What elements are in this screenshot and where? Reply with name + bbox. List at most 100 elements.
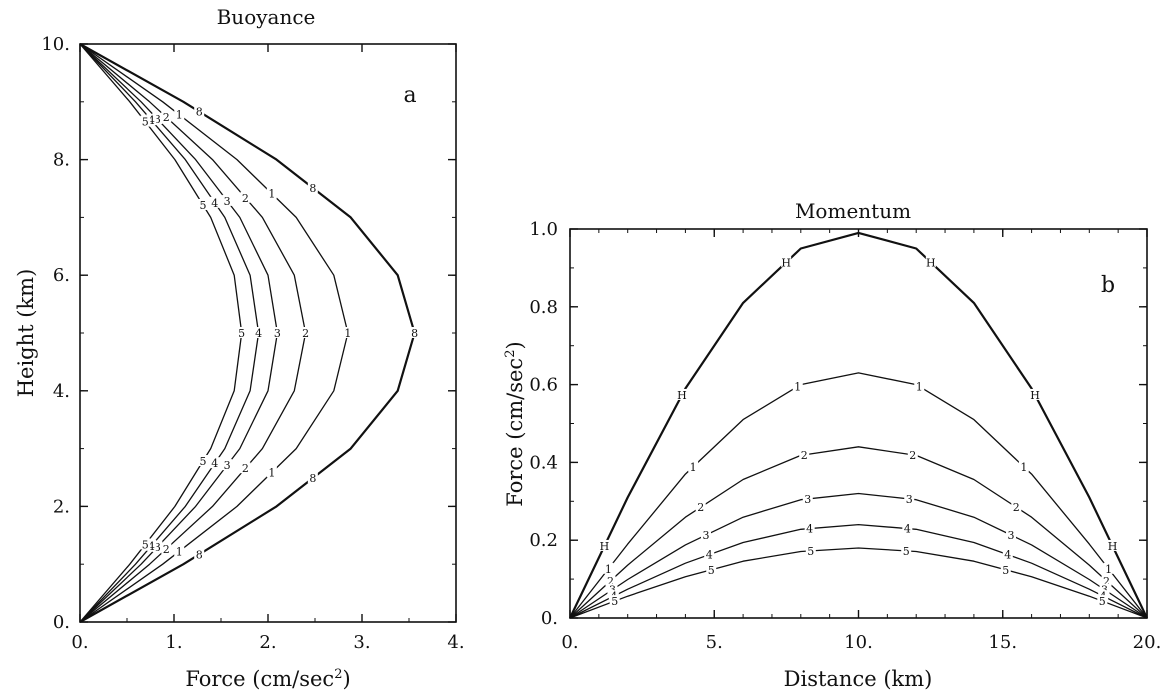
chart-a-series-label: 1 — [176, 545, 183, 558]
chart-a-series-label: 4 — [148, 540, 155, 553]
chart-b-ylabel: Force (cm/sec2) — [503, 341, 527, 506]
chart-b-xtick-label: 5. — [706, 632, 723, 653]
chart-a-series-2 — [79, 43, 307, 623]
chart-b-series-label: 3 — [702, 529, 709, 542]
chart-b-label-bg — [901, 544, 912, 556]
chart-a-series-label: 1 — [344, 327, 351, 340]
chart-a-series-label: 4 — [148, 114, 155, 127]
chart-a-series-label: 2 — [163, 111, 170, 124]
chart-b-label-bg — [799, 448, 810, 460]
chart-b-series-5 — [569, 547, 1148, 619]
chart-b-label-bg — [804, 522, 815, 534]
chart-a-label-bg — [409, 327, 420, 338]
chart-a-series-label: 2 — [242, 462, 249, 475]
chart-b-label-bg — [676, 388, 687, 400]
chart-a-label-bg — [222, 194, 233, 206]
chart-b-ytick-label: 0.4 — [529, 452, 558, 473]
chart-b-series-label: 3 — [1008, 529, 1015, 542]
chart-b-curve-labels: HHHHHH111111222222333333444444555555 — [599, 256, 1118, 608]
buoyance-chart: Buoyance a 0. 1. 2. 3. 4. 0. 2. 4. 6. 8. 10. 8 8 8 8 8… — [14, 5, 465, 691]
chart-a-ytick-label: 10. — [41, 34, 70, 55]
chart-b-label-bg — [792, 380, 803, 392]
chart-a-panel-label: a — [403, 83, 416, 108]
chart-b-series-label: 5 — [807, 545, 814, 558]
chart-a-series-label: 3 — [154, 541, 161, 554]
chart-a-label-bg — [209, 457, 220, 469]
chart-b-series-label: 1 — [1105, 563, 1112, 576]
chart-b-label-bg — [805, 544, 816, 556]
chart-a-title: Buoyance — [217, 5, 316, 29]
chart-a-series-label: 5 — [199, 455, 206, 468]
chart-b-xtick-label: 0. — [561, 632, 578, 653]
chart-b-xtick-label: 15. — [988, 632, 1017, 653]
chart-a-label-bg — [140, 115, 151, 127]
chart-b-label-bg — [704, 548, 715, 560]
chart-b-series-label: 1 — [916, 380, 923, 393]
chart-b-series-label: 1 — [794, 380, 801, 393]
chart-b-label-bg — [1006, 529, 1017, 541]
chart-a-series-label: 3 — [154, 113, 161, 126]
chart-a-label-bg — [146, 114, 157, 126]
chart-a-series-label: 5 — [142, 538, 149, 551]
chart-b-series-label: 2 — [1013, 501, 1020, 514]
chart-b-label-bg — [902, 522, 913, 534]
chart-a-xtick-label: 3. — [353, 632, 370, 653]
chart-b-ytick-label: 0.6 — [529, 375, 558, 396]
chart-b-label-bg — [1002, 548, 1013, 560]
chart-b-ticks: 0. 5. 10. 15. 20. 0. 0.2 0.4 0.6 0.8 1.0 — [529, 219, 1161, 653]
chart-a-ticks: 0. 1. 2. 3. 4. 0. 2. 4. 6. 8. 10. — [41, 34, 464, 653]
chart-b-series-4 — [569, 523, 1148, 619]
chart-a-series-label: 1 — [176, 109, 183, 122]
chart-a-ylabel: Height (km) — [14, 269, 38, 398]
chart-a-label-bg — [209, 196, 220, 208]
chart-a-label-bg — [266, 466, 277, 478]
chart-b-title: Momentum — [795, 199, 911, 223]
chart-b-label-bg — [603, 562, 614, 574]
chart-a-series-label: 5 — [142, 116, 149, 129]
chart-a-xtick-label: 0. — [71, 632, 88, 653]
chart-b-series-3 — [569, 492, 1148, 619]
chart-a-label-bg — [174, 545, 185, 557]
chart-a-series-label: 4 — [211, 197, 218, 210]
chart-a-series-label: 8 — [196, 548, 203, 561]
chart-a-series-label: 8 — [309, 472, 316, 485]
chart-b-label-bg — [700, 529, 711, 541]
chart-a-curves — [79, 43, 416, 623]
chart-a-label-bg — [194, 548, 205, 560]
chart-a-label-bg — [161, 542, 172, 554]
chart-b-series-label: 5 — [1099, 595, 1106, 608]
chart-b-ytick-label: 1.0 — [529, 219, 558, 240]
chart-a-series-3 — [79, 43, 279, 623]
chart-b-series-label: 4 — [1004, 549, 1011, 562]
chart-a-label-bg — [236, 327, 247, 338]
chart-b-series-H — [569, 231, 1148, 619]
chart-b-series-label: H — [781, 256, 791, 269]
chart-b-label-bg — [1099, 583, 1110, 595]
chart-a-ytick-label: 0. — [53, 612, 70, 633]
chart-a-frame — [79, 43, 457, 623]
chart-a-series-label: 2 — [163, 543, 170, 556]
chart-b-label-bg — [1103, 562, 1114, 574]
chart-a-label-bg — [307, 472, 318, 484]
chart-b-label-bg — [907, 448, 918, 460]
chart-a-ytick-label: 8. — [53, 150, 70, 171]
chart-b-label-bg — [914, 380, 925, 392]
chart-b-label-bg — [599, 539, 610, 551]
chart-a-label-bg — [300, 327, 311, 338]
chart-b-ytick-label: 0.2 — [529, 530, 558, 551]
chart-a-series-label: 2 — [242, 192, 249, 205]
chart-b-label-bg — [1030, 388, 1041, 400]
chart-b-label-bg — [695, 501, 706, 513]
chart-b-ytick-label: 0.8 — [529, 297, 558, 318]
chart-b-series-2 — [569, 446, 1148, 619]
chart-b-label-bg — [607, 583, 618, 595]
chart-b-xlabel: Distance (km) — [784, 667, 933, 691]
chart-a-series-label: 5 — [199, 199, 206, 212]
chart-b-series-label: H — [600, 540, 610, 553]
chart-a-label-bg — [253, 327, 264, 338]
chart-b-ytick-label: 0. — [541, 608, 558, 629]
chart-a-ytick-label: 6. — [53, 265, 70, 286]
chart-a-series-label: 4 — [211, 457, 218, 470]
chart-b-series-label: 2 — [801, 449, 808, 462]
chart-b-curves — [569, 231, 1148, 619]
